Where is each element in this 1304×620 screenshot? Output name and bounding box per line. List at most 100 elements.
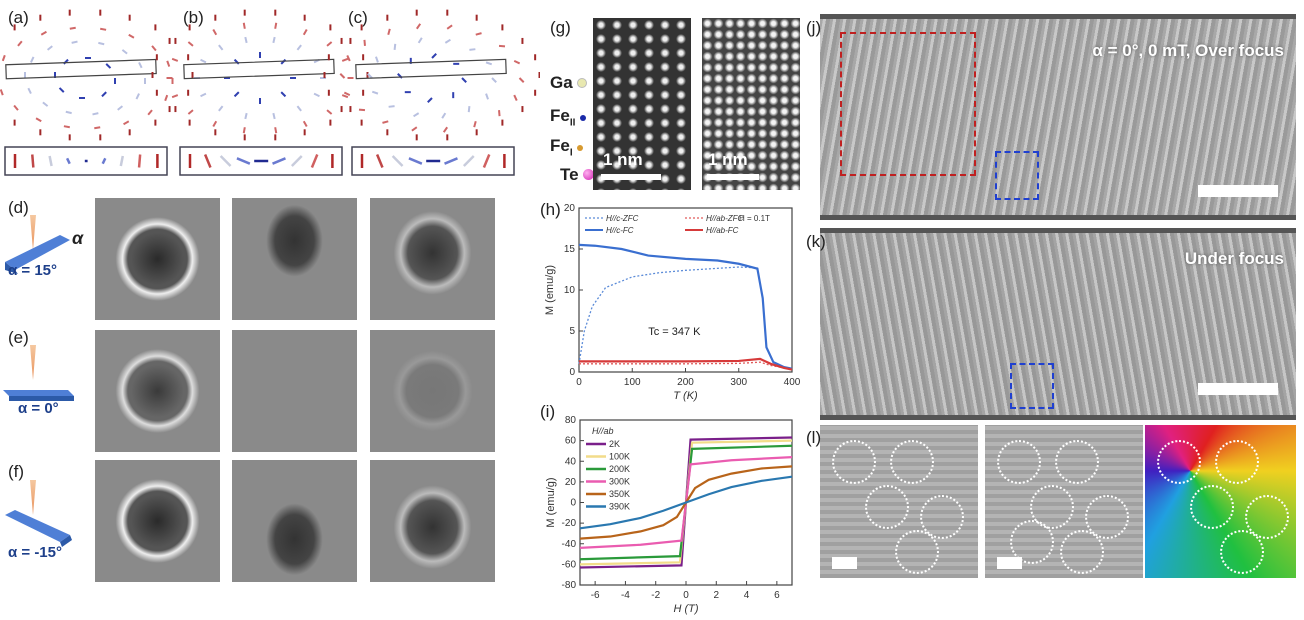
spin-arrow [0, 89, 4, 96]
y-tick-label: 20 [565, 477, 577, 488]
spin-arrow [92, 112, 99, 116]
lorentz-image [95, 460, 220, 582]
spin-arrow [1, 54, 6, 62]
spin-arrow [101, 157, 107, 165]
x-tick-label: 200 [677, 377, 694, 388]
spin-arrow [485, 93, 489, 100]
spin-arrow [467, 106, 471, 113]
spin-arrow [272, 36, 276, 44]
scale-bar-label: 1 nm [708, 150, 748, 169]
skyrmion-circle [920, 495, 964, 539]
series-line [579, 361, 793, 371]
ltem-closeup [820, 425, 978, 578]
spin-arrow [498, 44, 506, 48]
y-tick-label: 0 [570, 498, 576, 509]
spin-arrow [469, 48, 476, 51]
stem-image-side: 1 nm [593, 18, 691, 190]
legend-label: H//ab-FC [706, 226, 739, 235]
spin-arrow [17, 40, 23, 47]
spin-arrow [415, 23, 422, 30]
legend-label: 200K [609, 464, 630, 474]
y-tick-label: 15 [564, 244, 576, 255]
legend-te: Te [560, 165, 595, 185]
condition-label: α = 0°, 0 mT, Over focus [1092, 41, 1284, 60]
spin-arrow [518, 77, 525, 83]
spin-arrow [30, 56, 35, 63]
scale-bar [832, 557, 857, 569]
spin-arrow [310, 154, 319, 168]
legend-label: 100K [609, 452, 630, 462]
spin-profile-box [351, 146, 515, 176]
spin-arrow [244, 112, 248, 120]
fe1-atom-icon [577, 145, 584, 151]
spin-arrow [391, 155, 404, 167]
spin-arrow [475, 32, 482, 36]
skyrmion-circle [1010, 520, 1054, 564]
field-label: H = 0.1T [739, 214, 770, 223]
spin-arrow [358, 108, 366, 112]
spin-arrow [151, 45, 157, 52]
x-tick-label: -4 [621, 590, 630, 601]
alpha-symbol: α [72, 228, 84, 248]
panel-label-e: (e) [8, 328, 29, 347]
legend-label: H//c-ZFC [606, 214, 639, 223]
spin-arrow [341, 57, 349, 62]
skyrmion-circle [1245, 495, 1289, 539]
spin-arrow [121, 49, 128, 55]
spin-arrow [48, 155, 53, 167]
tilt-label-0: α = 0° [18, 400, 59, 417]
legend-label: H//c-FC [606, 226, 634, 235]
spin-arrow [187, 109, 194, 115]
legend-title: H//ab [592, 426, 614, 436]
spin-arrow [242, 127, 246, 134]
spin-arrow [105, 63, 112, 69]
element-fe1-label: Fe [550, 136, 570, 155]
lorentz-image [95, 330, 220, 452]
condition-label: Under focus [1184, 249, 1284, 268]
element-ga-label: Ga [550, 73, 573, 92]
spin-texture [0, 9, 194, 176]
spin-arrow [462, 155, 475, 167]
legend-label: 350K [609, 489, 630, 499]
ltem-image-under-focus: Under focus [820, 228, 1296, 420]
spin-arrow [98, 41, 105, 46]
spin-profile-box [4, 146, 168, 176]
spin-arrow [46, 45, 53, 51]
tilt-label-minus15: α = -15° [8, 544, 62, 561]
y-tick-label: 40 [565, 456, 577, 467]
spin-arrow [446, 24, 453, 30]
spin-arrow [40, 30, 47, 36]
legend-fe1: FeI [550, 136, 584, 158]
x-tick-label: 0 [576, 377, 582, 388]
scale-bar [1198, 383, 1278, 395]
spin-arrow [413, 112, 420, 118]
spin-arrow [212, 29, 218, 36]
skyrmion-circle [1060, 530, 1104, 574]
fe2-atom-icon [580, 115, 587, 121]
skyrmion-circle [1215, 440, 1259, 484]
spin-arrow [296, 105, 302, 112]
ltem-image-over-focus: α = 0°, 0 mT, Over focus [820, 14, 1296, 220]
legend-label: 390K [609, 502, 630, 512]
spin-arrow [13, 104, 19, 111]
lorentz-image [95, 198, 220, 320]
panel-label-l: (l) [806, 428, 822, 447]
spin-arrow [119, 155, 125, 167]
x-tick-label: 2 [714, 590, 720, 601]
y-tick-label: -60 [562, 559, 577, 570]
skyrmion-circle [1157, 440, 1201, 484]
panel-label-g: (g) [550, 18, 571, 37]
y-axis-label: M (emu/g) [545, 477, 557, 527]
spin-arrow [326, 41, 333, 47]
x-axis-label: H (T) [673, 603, 698, 615]
cross-section-box [5, 58, 157, 80]
spin-arrow [63, 125, 70, 129]
y-tick-label: -80 [562, 580, 577, 591]
spin-texture [151, 9, 369, 176]
spin-arrow [375, 154, 384, 168]
y-tick-label: 5 [569, 326, 575, 337]
panel-label-d: (d) [8, 198, 29, 217]
spin-arrow [302, 29, 308, 36]
spin-arrow [200, 58, 207, 64]
